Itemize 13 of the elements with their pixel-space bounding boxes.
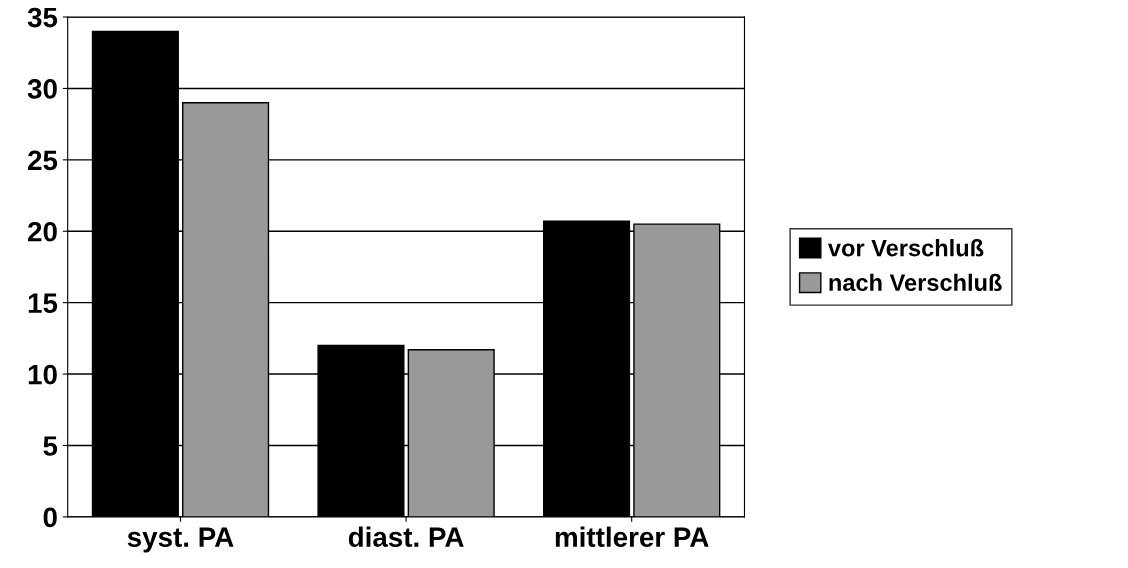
y-tick-label: 15 (28, 293, 58, 313)
y-tick-label: 25 (28, 150, 58, 171)
legend-label: vor Verschluß (828, 239, 984, 257)
y-tick-label: 10 (28, 364, 57, 385)
x-tick-label: syst. PA (127, 527, 234, 553)
y-tick-label: 0 (43, 507, 57, 528)
y-tick-label: 20 (28, 221, 57, 242)
y-tick-label: 35 (27, 7, 58, 28)
y-tick-label: 30 (27, 79, 57, 99)
x-tick-label: diast. PA (348, 526, 464, 548)
y-tick-label: 5 (43, 436, 58, 456)
legend-label: nach Verschluß (829, 273, 1002, 292)
x-tick-label: mittlerer PA (555, 526, 709, 548)
